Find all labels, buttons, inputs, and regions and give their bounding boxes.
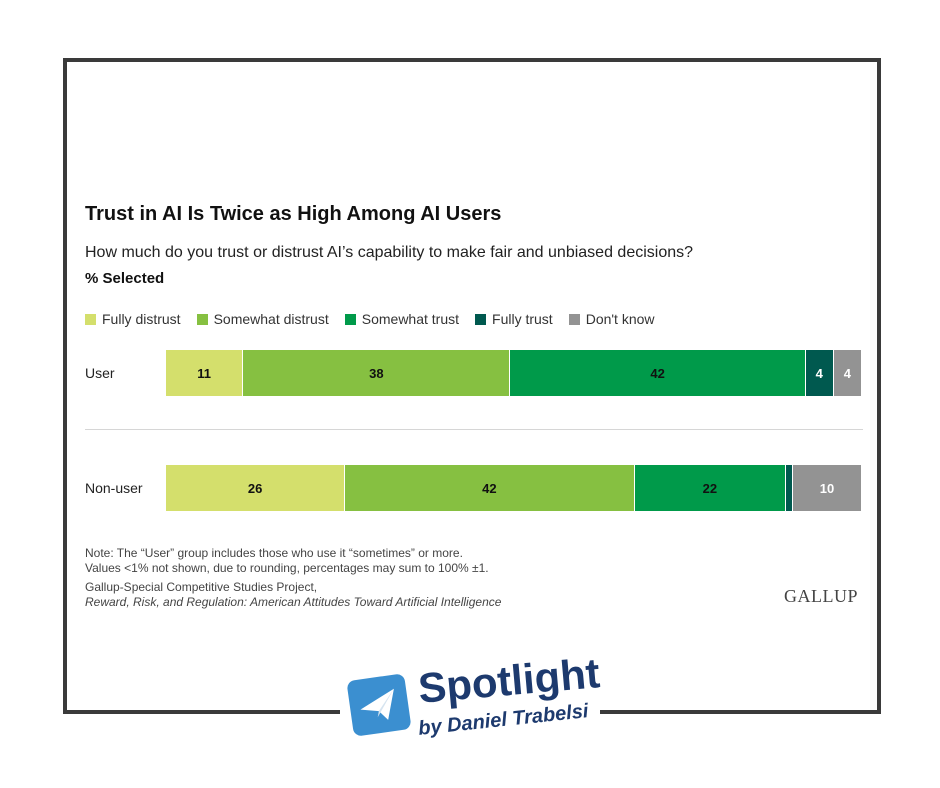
bar-user: 11 38 42 4 4: [166, 350, 862, 396]
legend-item: Don't know: [568, 311, 655, 327]
unit-label: % Selected: [85, 270, 165, 287]
note: Note: The “User” group includes those wh…: [85, 546, 489, 576]
bar-segment-don-t-know: 4: [833, 350, 862, 396]
chart-title: Trust in AI Is Twice as High Among AI Us…: [85, 203, 502, 225]
legend-label: Don't know: [585, 311, 655, 327]
note-line-2: Values <1% not shown, due to rounding, p…: [85, 561, 489, 575]
legend-swatch: [568, 313, 580, 325]
gallup-logo: GALLUP: [784, 586, 858, 606]
legend-label: Fully trust: [492, 311, 553, 327]
bar-non-user: 26 42 22 10: [166, 465, 862, 511]
legend-swatch: [344, 313, 356, 325]
row-label-user: User: [85, 365, 115, 381]
legend-label: Somewhat trust: [361, 311, 460, 327]
bar-segment-fully-distrust: 26: [166, 465, 346, 511]
divider: [85, 429, 863, 430]
legend-item: Somewhat trust: [344, 311, 460, 327]
legend-item: Fully distrust: [85, 311, 181, 327]
legend-label: Fully distrust: [102, 311, 181, 327]
note-line-1: Note: The “User” group includes those wh…: [85, 546, 463, 560]
spotlight-logo: Spotlight by Daniel Trabelsi: [340, 649, 602, 750]
legend-swatch: [85, 313, 96, 325]
bar-segment-don-t-know: 10: [793, 465, 862, 511]
bar-segment-fully-distrust: 11: [166, 350, 244, 396]
row-label-non-user: Non-user: [85, 480, 143, 496]
legend-swatch: [196, 313, 208, 325]
bar-segment-fully-trust: [786, 465, 794, 511]
source-line-2: Reward, Risk, and Regulation: American A…: [85, 595, 502, 609]
paper-plane-icon: [346, 673, 412, 737]
chart-subtitle: How much do you trust or distrust AI’s c…: [85, 244, 694, 261]
legend-item: Fully trust: [475, 311, 553, 327]
legend: Fully distrust Somewhat distrust Somewhat …: [85, 311, 655, 327]
legend-label: Somewhat distrust: [213, 311, 329, 327]
source-line-1: Gallup-Special Competitive Studies Proje…: [85, 580, 318, 594]
bar-segment-somewhat-distrust: 38: [243, 350, 511, 396]
source: Gallup-Special Competitive Studies Proje…: [85, 580, 501, 610]
bar-segment-fully-trust: 4: [805, 350, 834, 396]
bar-segment-somewhat-trust: 22: [634, 465, 787, 511]
legend-item: Somewhat distrust: [196, 311, 329, 327]
bar-segment-somewhat-trust: 42: [510, 350, 806, 396]
bar-segment-somewhat-distrust: 42: [345, 465, 635, 511]
legend-swatch: [475, 313, 487, 325]
